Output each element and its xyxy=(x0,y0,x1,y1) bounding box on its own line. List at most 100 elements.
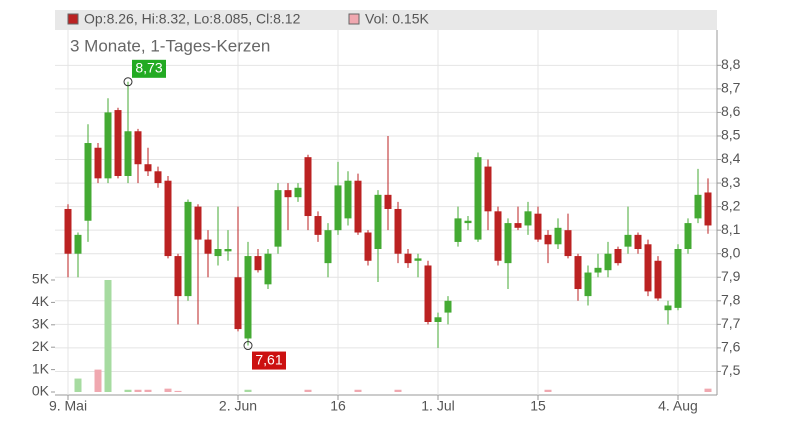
volume-bar xyxy=(164,388,172,392)
legend-ohlc: Op:8.26, Hi:8.32, Lo:8.085, Cl:8.12 xyxy=(84,11,301,27)
annotation-box xyxy=(132,59,166,78)
candle-body xyxy=(294,187,302,198)
candle-body xyxy=(494,211,502,261)
x-tick-label: 4. Aug xyxy=(658,398,698,414)
candle-body xyxy=(274,190,282,247)
candle-body xyxy=(534,213,542,240)
candle-body xyxy=(94,147,102,179)
candle-body xyxy=(594,267,602,273)
candle-body xyxy=(664,305,672,311)
candle-body xyxy=(164,180,172,257)
y-tick-label: 8,1 xyxy=(721,221,741,237)
candle-body xyxy=(654,260,662,299)
x-tick-label: 2. Jun xyxy=(219,398,257,414)
candle-body xyxy=(624,234,632,247)
candle-body xyxy=(484,166,492,212)
candle-body xyxy=(554,227,562,245)
volume-tick-label: 0K xyxy=(32,383,50,399)
candle-body xyxy=(634,234,642,249)
legend-swatch xyxy=(348,13,360,25)
volume-bar xyxy=(304,389,312,392)
candle-body xyxy=(124,131,132,176)
x-tick-label: 16 xyxy=(330,398,346,414)
volume-bar xyxy=(134,389,142,392)
candle-body xyxy=(174,256,182,297)
candle-body xyxy=(354,180,362,233)
candle-body xyxy=(584,272,592,297)
legend-swatch xyxy=(67,13,79,25)
candle-body xyxy=(154,171,162,184)
candle-body xyxy=(334,185,342,231)
candle-body xyxy=(544,234,552,245)
volume-bar xyxy=(174,390,182,392)
candle-body xyxy=(184,201,192,297)
y-tick-label: 7,7 xyxy=(721,315,741,331)
candle-body xyxy=(224,249,232,252)
y-tick-label: 8,6 xyxy=(721,103,741,119)
candle-body xyxy=(414,258,422,261)
candle-body xyxy=(614,249,622,264)
candle-body xyxy=(264,253,272,285)
candle-body xyxy=(214,249,222,257)
candle-body xyxy=(674,249,682,308)
legend-volume: Vol: 0.15K xyxy=(365,11,429,27)
candle-body xyxy=(704,192,712,226)
legend-bar xyxy=(55,10,717,30)
candle-body xyxy=(374,194,382,249)
candle-body xyxy=(324,230,332,264)
candle-body xyxy=(84,143,92,221)
volume-bar xyxy=(394,389,402,392)
y-tick-label: 8,5 xyxy=(721,127,741,143)
candle-body xyxy=(514,223,522,228)
volume-bar xyxy=(544,389,552,392)
y-tick-label: 8,3 xyxy=(721,174,741,190)
candle-body xyxy=(474,157,482,240)
candle-body xyxy=(384,194,392,209)
candle-body xyxy=(424,265,432,322)
y-tick-label: 7,5 xyxy=(721,362,741,378)
candle-body xyxy=(134,131,142,165)
candle-body xyxy=(254,256,262,271)
candle-body xyxy=(604,253,612,271)
volume-bar xyxy=(124,389,132,392)
candle-body xyxy=(74,234,82,254)
candle-body xyxy=(504,223,512,264)
candle-body xyxy=(204,239,212,254)
candle-body xyxy=(104,112,112,179)
candle-body xyxy=(694,194,702,219)
candle-body xyxy=(234,277,242,330)
volume-bar xyxy=(94,369,102,392)
volume-tick-label: 2K xyxy=(32,338,50,354)
annotation-label: 8,73 xyxy=(135,60,162,76)
candle-body xyxy=(404,253,412,264)
volume-tick-label: 5K xyxy=(32,271,50,287)
volume-tick-label: 1K xyxy=(32,360,50,376)
candle-body xyxy=(364,232,372,261)
candle-body xyxy=(564,230,572,257)
y-tick-label: 7,8 xyxy=(721,292,741,308)
candle-body xyxy=(194,206,202,240)
y-tick-label: 7,9 xyxy=(721,268,741,284)
volume-bar xyxy=(704,388,712,392)
annotation-box xyxy=(252,351,286,370)
y-tick-label: 7,6 xyxy=(721,339,741,355)
chart-subtitle: 3 Monate, 1-Tages-Kerzen xyxy=(70,36,270,55)
volume-bar xyxy=(104,280,112,392)
y-tick-label: 8,0 xyxy=(721,244,741,260)
candle-body xyxy=(314,216,322,235)
y-tick-label: 8,7 xyxy=(721,80,741,96)
volume-bar xyxy=(354,389,362,392)
volume-tick-label: 3K xyxy=(32,316,50,332)
candle-body xyxy=(394,208,402,254)
x-tick-label: 1. Jul xyxy=(421,398,454,414)
annotation-marker xyxy=(123,77,133,87)
candle-body xyxy=(64,208,72,254)
candle-body xyxy=(684,223,692,249)
candle-body xyxy=(284,190,292,198)
volume-tick-label: 4K xyxy=(32,293,50,309)
x-tick-label: 9. Mai xyxy=(49,398,87,414)
candle-body xyxy=(574,256,582,290)
candle-body xyxy=(344,180,352,219)
candle-body xyxy=(444,300,452,313)
volume-bar xyxy=(74,378,82,392)
